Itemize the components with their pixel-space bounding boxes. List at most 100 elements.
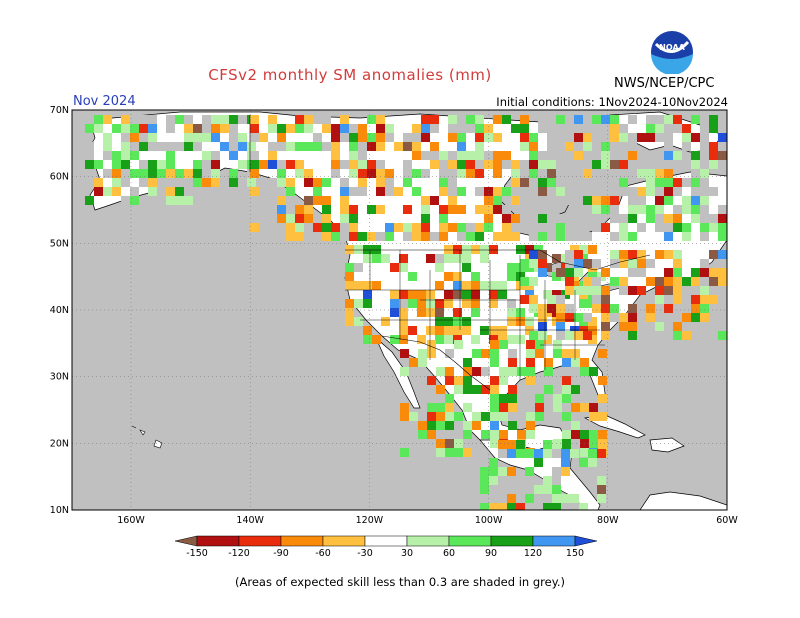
anomaly-cell: [286, 142, 295, 151]
anomaly-cell: [454, 439, 463, 448]
anomaly-cell: [454, 412, 463, 421]
anomaly-cell: [552, 254, 561, 263]
anomaly-cell: [700, 259, 709, 268]
lat-tick-label: 70N: [50, 105, 69, 116]
anomaly-cell: [516, 449, 525, 458]
lat-tick-label: 60N: [50, 172, 69, 183]
anomaly-cell: [480, 254, 489, 263]
anomaly-cell: [507, 263, 516, 272]
anomaly-cell: [561, 458, 570, 467]
anomaly-cell: [286, 160, 295, 169]
anomaly-cell: [592, 277, 601, 286]
legend-tick-label: 90: [485, 548, 497, 559]
anomaly-cell: [511, 169, 520, 178]
anomaly-cell: [349, 124, 358, 133]
anomaly-cell: [580, 358, 589, 367]
anomaly-cell: [655, 124, 664, 133]
anomaly-cell: [448, 187, 457, 196]
anomaly-cell: [664, 268, 673, 277]
anomaly-cell: [430, 196, 439, 205]
anomaly-cell: [304, 178, 313, 187]
anomaly-cell: [112, 160, 121, 169]
anomaly-cell: [463, 430, 472, 439]
anomaly-cell: [322, 205, 331, 214]
anomaly-cell: [526, 376, 535, 385]
anomaly-cell: [520, 160, 529, 169]
anomaly-cell: [579, 326, 588, 335]
anomaly-cell: [408, 299, 417, 308]
anomaly-cell: [354, 281, 363, 290]
anomaly-cell: [709, 160, 718, 169]
anomaly-cell: [691, 304, 700, 313]
anomaly-cell: [175, 169, 184, 178]
anomaly-cell: [220, 187, 229, 196]
anomaly-cell: [453, 245, 462, 254]
anomaly-cell: [250, 205, 259, 214]
anomaly-cell: [354, 263, 363, 272]
anomaly-cell: [691, 268, 700, 277]
anomaly-cell: [556, 160, 565, 169]
anomaly-cell: [601, 124, 610, 133]
anomaly-cell: [457, 124, 466, 133]
anomaly-cell: [358, 178, 367, 187]
anomaly-cell: [457, 151, 466, 160]
anomaly-cell: [493, 196, 502, 205]
anomaly-cell: [408, 326, 417, 335]
anomaly-cell: [403, 178, 412, 187]
anomaly-cell: [475, 160, 484, 169]
legend-swatch: [364, 535, 408, 547]
anomaly-cell: [682, 322, 691, 331]
anomaly-cell: [426, 254, 435, 263]
anomaly-cell: [421, 124, 430, 133]
us-mexico-border: [381, 335, 491, 391]
anomaly-cell: [700, 286, 709, 295]
anomaly-cell: [417, 299, 426, 308]
anomaly-cell: [358, 124, 367, 133]
anomaly-cell: [565, 160, 574, 169]
anomaly-cell: [571, 385, 580, 394]
anomaly-cell: [286, 196, 295, 205]
anomaly-cell: [535, 340, 544, 349]
anomaly-cell: [94, 160, 103, 169]
anomaly-cell: [471, 272, 480, 281]
anomaly-cell: [85, 196, 94, 205]
anomaly-cell: [574, 313, 583, 322]
anomaly-cell: [570, 281, 579, 290]
anomaly-cell: [529, 178, 538, 187]
anomaly-cell: [238, 133, 247, 142]
anomaly-cell: [552, 494, 561, 503]
anomaly-cell: [322, 178, 331, 187]
anomaly-cell: [691, 160, 700, 169]
anomaly-cell: [448, 133, 457, 142]
anomaly-cell: [570, 494, 579, 503]
footnote: (Areas of expected skill less than 0.3 a…: [235, 575, 565, 589]
anomaly-cell: [463, 376, 472, 385]
anomaly-cell: [583, 232, 592, 241]
anomaly-cell: [628, 187, 637, 196]
anomaly-cell: [700, 133, 709, 142]
anomaly-cell: [490, 403, 499, 412]
anomaly-cell: [403, 232, 412, 241]
anomaly-cell: [426, 299, 435, 308]
anomaly-cell: [466, 151, 475, 160]
anomaly-cell: [277, 124, 286, 133]
anomaly-cell: [427, 376, 436, 385]
legend-tick-label: 60: [443, 548, 455, 559]
anomaly-cell: [457, 133, 466, 142]
anomaly-cell: [556, 322, 565, 331]
anomaly-cell: [535, 349, 544, 358]
anomaly-cell: [390, 263, 399, 272]
anomaly-cell: [445, 349, 454, 358]
anomaly-cell: [637, 160, 646, 169]
anomaly-cell: [376, 178, 385, 187]
anomaly-cell: [484, 160, 493, 169]
anomaly-cell: [313, 187, 322, 196]
anomaly-cell: [475, 115, 484, 124]
legend-swatch: [406, 535, 450, 547]
anomaly-cell: [588, 272, 597, 281]
anomaly-cell: [193, 124, 202, 133]
anomaly-cell: [363, 299, 372, 308]
anomaly-cell: [583, 331, 592, 340]
anomaly-cell: [493, 133, 502, 142]
anomaly-cell: [363, 254, 372, 263]
